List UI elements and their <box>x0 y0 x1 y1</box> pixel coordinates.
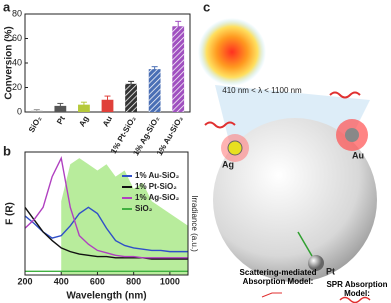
particle-label: Pt <box>326 266 335 276</box>
y-tick-label: 80 <box>12 8 22 18</box>
bar-hatch <box>172 26 185 112</box>
legend-label: 1% Ag-SiO₂ <box>135 193 180 202</box>
arrow <box>297 231 313 257</box>
model-label: SPR Absorption Model: <box>326 280 388 298</box>
bar <box>101 99 114 112</box>
irradiance-area <box>61 158 188 275</box>
y2-axis-label: Irradiance (a.u.) <box>190 195 199 252</box>
diagram: 410 nm < λ < 1100 nm Ag Au Pt Scattering… <box>198 18 388 303</box>
y-axis-label: Conversion (%) <box>4 26 15 99</box>
series-line <box>24 206 188 260</box>
x-tick-label: Pt <box>55 114 67 126</box>
x-tick-label: 1000 <box>160 276 180 286</box>
model-text: SPR Absorption Model: <box>326 280 388 298</box>
particle-label: Ag <box>222 159 234 169</box>
bar-hatch <box>125 83 137 112</box>
x-tick-label: 600 <box>90 276 105 286</box>
x-tick-label: 800 <box>126 276 141 286</box>
series-line <box>24 206 188 253</box>
bar <box>54 105 67 112</box>
legend-label: 1% Pt-SiO₂ <box>135 182 177 191</box>
x-tick-label: Ag <box>77 114 90 128</box>
x-axis-label: Wavelength (nm) <box>66 291 146 302</box>
series-line <box>24 155 188 259</box>
y-axis-label: F (R) <box>5 202 16 225</box>
panel-label: c <box>203 0 210 14</box>
ag-particle <box>227 140 243 156</box>
light-range: 410 nm < λ < 1100 nm <box>222 86 302 95</box>
particle-label: Au <box>352 150 364 160</box>
x-tick-label: Au <box>101 114 114 128</box>
bar-hatch <box>148 69 161 112</box>
legend-label: SiO₂ <box>135 204 153 213</box>
panel-label: b <box>3 143 11 158</box>
silica-sphere <box>213 118 377 282</box>
wave <box>329 91 361 99</box>
model-label: Scattering-mediated Absorption Model: <box>239 268 317 286</box>
x-tick-label: 200 <box>17 276 32 286</box>
model-icon <box>261 292 282 298</box>
y-tick-label: 20 <box>12 82 22 92</box>
y-tick-label: 40 <box>12 57 22 67</box>
y-tick-label: 60 <box>12 33 22 43</box>
wave <box>204 121 236 129</box>
x-tick-label: 400 <box>54 276 69 286</box>
model-text: Scattering-mediated Absorption Model: <box>239 268 317 286</box>
au-particle <box>345 128 359 142</box>
pt-particle <box>308 255 324 271</box>
light-source <box>198 18 266 86</box>
plot-frame <box>24 151 189 276</box>
x-tick-label: SiO₂ <box>27 114 44 134</box>
bar <box>78 104 90 112</box>
legend-label: 1% Au-SiO₂ <box>135 171 180 180</box>
panel-label: a <box>3 0 11 14</box>
y-tick-label: 0 <box>17 106 22 116</box>
